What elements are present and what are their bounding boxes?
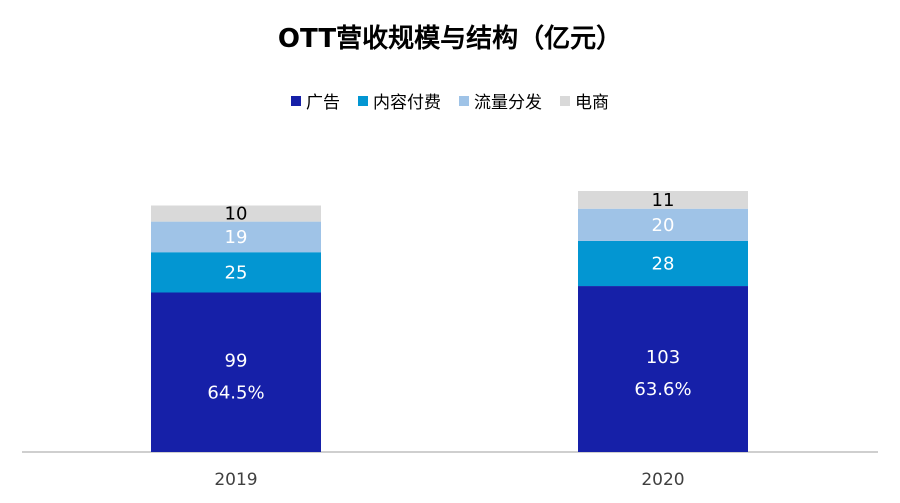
legend-label-content-paid: 内容付费 [373, 93, 441, 113]
legend: 广告 内容付费 流量分发 电商 [0, 88, 900, 113]
x-tick-label-2019: 2019 [214, 470, 257, 490]
x-tick-label-2020: 2020 [641, 470, 684, 490]
bar-segment-traffic-2020 [578, 208, 748, 241]
data-label-content-paid-2019: 25 [225, 262, 248, 283]
legend-item-traffic: 流量分发 [459, 88, 542, 113]
legend-item-ads: 广告 [291, 88, 340, 113]
legend-swatch-content-paid [358, 95, 368, 106]
legend-swatch-ecommerce [560, 95, 570, 106]
data-label-ecommerce-2019: 10 [225, 204, 248, 225]
data-label-ads-2020: 103 [646, 347, 680, 368]
bar-segment-content-paid-2020 [578, 240, 748, 287]
data-label-ecommerce-2020: 11 [652, 190, 675, 211]
legend-label-ecommerce: 电商 [575, 93, 609, 113]
data-label-content-paid-2020: 28 [652, 254, 675, 275]
bar-segment-ads-2020 [578, 286, 748, 452]
chart-title: OTT营收规模与结构（亿元） [277, 24, 623, 54]
legend-label-traffic: 流量分发 [474, 93, 542, 113]
data-label-ads-2019: 99 [225, 350, 248, 371]
legend-item-content-paid: 内容付费 [358, 88, 441, 113]
bar-segment-traffic-2019 [151, 221, 321, 253]
bar-segment-content-paid-2019 [151, 252, 321, 293]
legend-item-ecommerce: 电商 [560, 88, 609, 113]
bar-segment-ads-2019 [151, 292, 321, 452]
bar-segment-ecommerce-2019 [151, 205, 321, 222]
data-label-traffic-2020: 20 [652, 215, 675, 236]
bar-segment-ecommerce-2020 [578, 191, 748, 209]
share-label-2019: 64.5% [207, 382, 264, 403]
share-label-2020: 63.6% [634, 379, 691, 400]
legend-swatch-traffic [459, 95, 469, 106]
data-label-traffic-2019: 19 [225, 227, 248, 248]
legend-label-ads: 广告 [306, 93, 340, 113]
legend-swatch-ads [291, 95, 301, 106]
